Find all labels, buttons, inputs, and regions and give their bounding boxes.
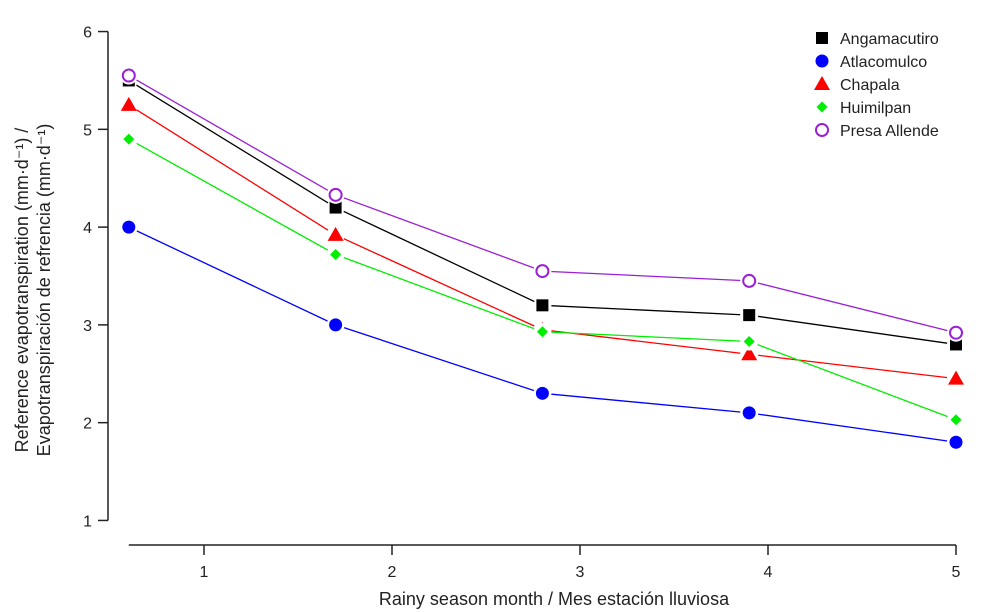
x-tick-label: 1: [200, 564, 209, 581]
data-point: [950, 338, 962, 351]
y-tick-label: 1: [83, 513, 92, 530]
legend-label: Atlacomulco: [840, 54, 927, 71]
legend-marker: [814, 76, 830, 90]
y-tick-label: 4: [83, 220, 92, 237]
series-line: [128, 74, 957, 334]
series-huimilpan: [119, 130, 965, 429]
y-tick-label: 6: [83, 25, 92, 42]
x-tick-label: 4: [764, 564, 773, 581]
data-point: [329, 201, 342, 214]
data-point: [536, 299, 549, 312]
y-tick-label: 3: [83, 318, 92, 335]
legend-entry: Presa Allende: [815, 123, 939, 140]
x-tick-label: 2: [388, 564, 397, 581]
legend-entry: Atlacomulco: [815, 54, 927, 71]
x-tick-label: 5: [952, 564, 961, 581]
data-point: [330, 248, 342, 260]
x-tick-label: 3: [576, 564, 585, 581]
series-atlacomulco: [119, 218, 965, 452]
legend-entry: Angamacutiro: [816, 31, 939, 48]
data-point: [743, 336, 755, 348]
series-presa-allende: [119, 66, 965, 342]
data-point: [122, 220, 136, 234]
legend-label: Chapala: [840, 77, 900, 94]
axes: 1 2 3 4 5 6 1 2 3 4 5: [83, 25, 960, 581]
data-point: [535, 386, 549, 400]
legend-marker: [815, 123, 829, 137]
data-point: [743, 309, 756, 322]
data-point: [329, 318, 343, 332]
legend-marker: [816, 32, 828, 44]
y-axis-title-line2: Evapotranspiración de refrencia (mm·d⁻¹): [34, 124, 54, 457]
legend-marker: [816, 101, 828, 113]
data-point: [948, 370, 964, 385]
data-point: [123, 133, 135, 145]
data-point: [535, 264, 550, 279]
x-axis-title: Rainy season month / Mes estación lluvio…: [379, 589, 730, 609]
legend-label: Huimilpan: [840, 100, 911, 117]
legend-entry: Huimilpan: [816, 100, 911, 117]
legend-entry: Chapala: [814, 76, 900, 94]
data-point: [121, 68, 136, 83]
data-point: [741, 346, 758, 361]
data-point: [950, 414, 962, 426]
legend-label: Angamacutiro: [840, 31, 939, 48]
series-angamacutiro: [119, 71, 965, 354]
legend-marker: [815, 54, 829, 68]
y-axis-title-line1: Reference evapotranspiration (mm·d⁻¹) /: [12, 128, 32, 453]
data-point: [327, 226, 344, 241]
series-layer: [119, 66, 965, 452]
series-chapala: [119, 95, 965, 388]
legend: Angamacutiro Atlacomulco Chapala Huimilpan P…: [814, 31, 939, 140]
data-point: [742, 406, 756, 420]
y-tick-label: 5: [83, 122, 92, 139]
y-tick-label: 2: [83, 416, 92, 433]
data-point: [949, 435, 963, 449]
data-point: [949, 325, 963, 340]
data-point: [120, 96, 137, 111]
data-point: [328, 187, 343, 202]
data-point: [536, 326, 548, 338]
data-point: [742, 273, 757, 288]
legend-label: Presa Allende: [840, 123, 939, 140]
